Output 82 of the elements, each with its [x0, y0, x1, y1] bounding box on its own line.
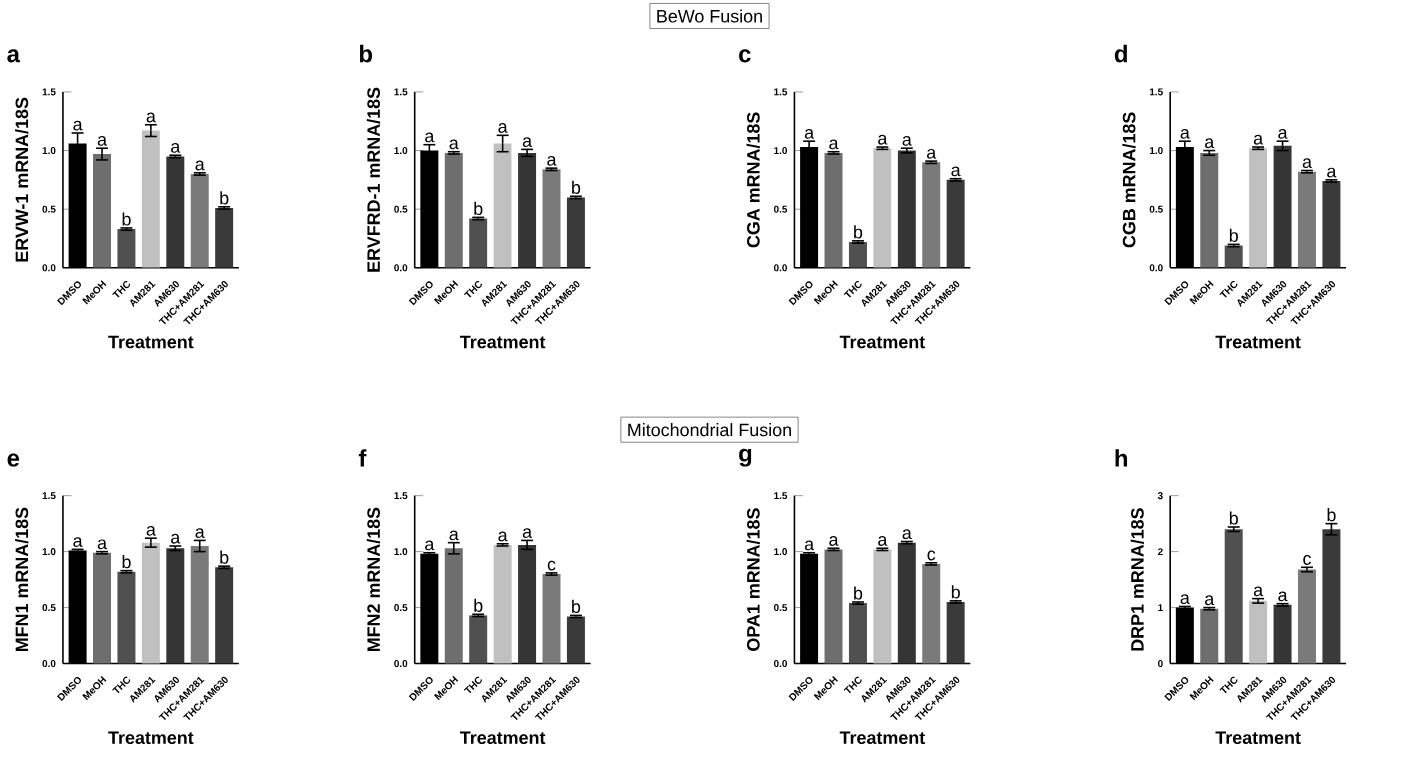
x-axis-title: Treatment — [108, 336, 194, 349]
data-label: b — [220, 191, 229, 205]
data-label: a — [195, 528, 205, 539]
x-axis-title: Treatment — [460, 336, 546, 349]
data-label: a — [1253, 586, 1264, 597]
data-label: a — [449, 139, 459, 150]
data-label: b — [474, 598, 483, 613]
data-label: b — [220, 550, 229, 565]
data-label: a — [171, 534, 181, 544]
chart-title: h — [1115, 449, 1128, 467]
x-axis-title: Treatment — [108, 731, 194, 745]
data-label: a — [829, 139, 839, 150]
data-label: a — [425, 540, 435, 551]
data-label: b — [122, 212, 131, 226]
data-label: a — [804, 540, 815, 551]
x-axis-title: Treatment — [460, 731, 546, 745]
chart-title: a — [7, 49, 21, 63]
data-label: b — [474, 202, 483, 216]
chart-title: f — [358, 449, 367, 467]
text: BeWo Fusion — [657, 9, 762, 23]
data-label: a — [97, 136, 107, 147]
data-label: a — [449, 530, 459, 541]
data-label: a — [73, 121, 83, 131]
data-label: a — [927, 149, 937, 159]
data-label: c — [927, 550, 936, 561]
data-label: a — [146, 526, 156, 537]
data-label: b — [572, 180, 581, 195]
x-axis-title: Treatment — [839, 336, 925, 349]
data-label: a — [171, 143, 181, 154]
y-axis-title: ERVFRD-1 mRNA/18S — [366, 87, 381, 272]
data-label: a — [878, 536, 888, 547]
data-label: a — [1205, 595, 1215, 606]
chart-title: c — [739, 49, 751, 63]
y-axis-title: CGB mRNA/18S — [1122, 112, 1136, 248]
chart-title: g — [739, 448, 752, 467]
data-label: a — [804, 129, 815, 140]
data-label: a — [522, 528, 533, 539]
data-label: b — [1327, 508, 1336, 522]
x-axis-title: Treatment — [1215, 731, 1301, 745]
data-label: a — [498, 123, 508, 134]
data-label: a — [1327, 167, 1337, 178]
y-axis-title: DRP1 mRNA/18S — [1130, 508, 1144, 651]
data-label: a — [522, 137, 533, 148]
data-label: b — [572, 600, 581, 614]
data-label: b — [854, 225, 863, 239]
data-label: b — [854, 586, 863, 600]
chart-title: d — [1114, 45, 1127, 63]
data-label: a — [878, 135, 888, 145]
data-label: a — [1205, 138, 1215, 149]
data-label: b — [1229, 511, 1238, 525]
data-label: c — [547, 560, 556, 571]
y-axis-title: CGA mRNA/18S — [746, 112, 760, 248]
y-axis-title: ERVW-1 mRNA/18S — [15, 98, 29, 262]
data-label: a — [195, 160, 205, 171]
data-label: b — [1229, 229, 1238, 243]
text: Mitochondrial Fusion — [628, 423, 791, 437]
data-label: a — [829, 536, 839, 547]
data-label: a — [1180, 594, 1190, 605]
chart-title: e — [7, 453, 20, 467]
x-axis-title: Treatment — [839, 731, 925, 745]
data-label: a — [1180, 129, 1190, 140]
data-label: a — [146, 112, 156, 123]
data-label: c — [1303, 555, 1311, 566]
data-label: a — [902, 136, 912, 147]
data-label: b — [951, 585, 960, 599]
data-label: a — [1278, 591, 1288, 602]
data-label: a — [425, 132, 435, 143]
data-label: a — [951, 166, 961, 177]
data-label: a — [1278, 129, 1288, 140]
data-label: a — [498, 531, 508, 542]
data-label: a — [1253, 135, 1264, 145]
x-axis-title: Treatment — [1215, 336, 1301, 349]
data-label: a — [1302, 158, 1312, 169]
chart-title: b — [359, 45, 373, 63]
data-label: a — [73, 537, 83, 548]
data-label: a — [902, 529, 912, 540]
data-label: b — [122, 555, 131, 569]
y-axis-title: MFN2 mRNA/18S — [366, 507, 381, 652]
data-label: a — [547, 156, 557, 167]
y-axis-title: OPA1 mRNA/18S — [746, 508, 760, 652]
data-label: a — [97, 539, 107, 550]
y-axis-title: MFN1 mRNA/18S — [15, 507, 29, 652]
